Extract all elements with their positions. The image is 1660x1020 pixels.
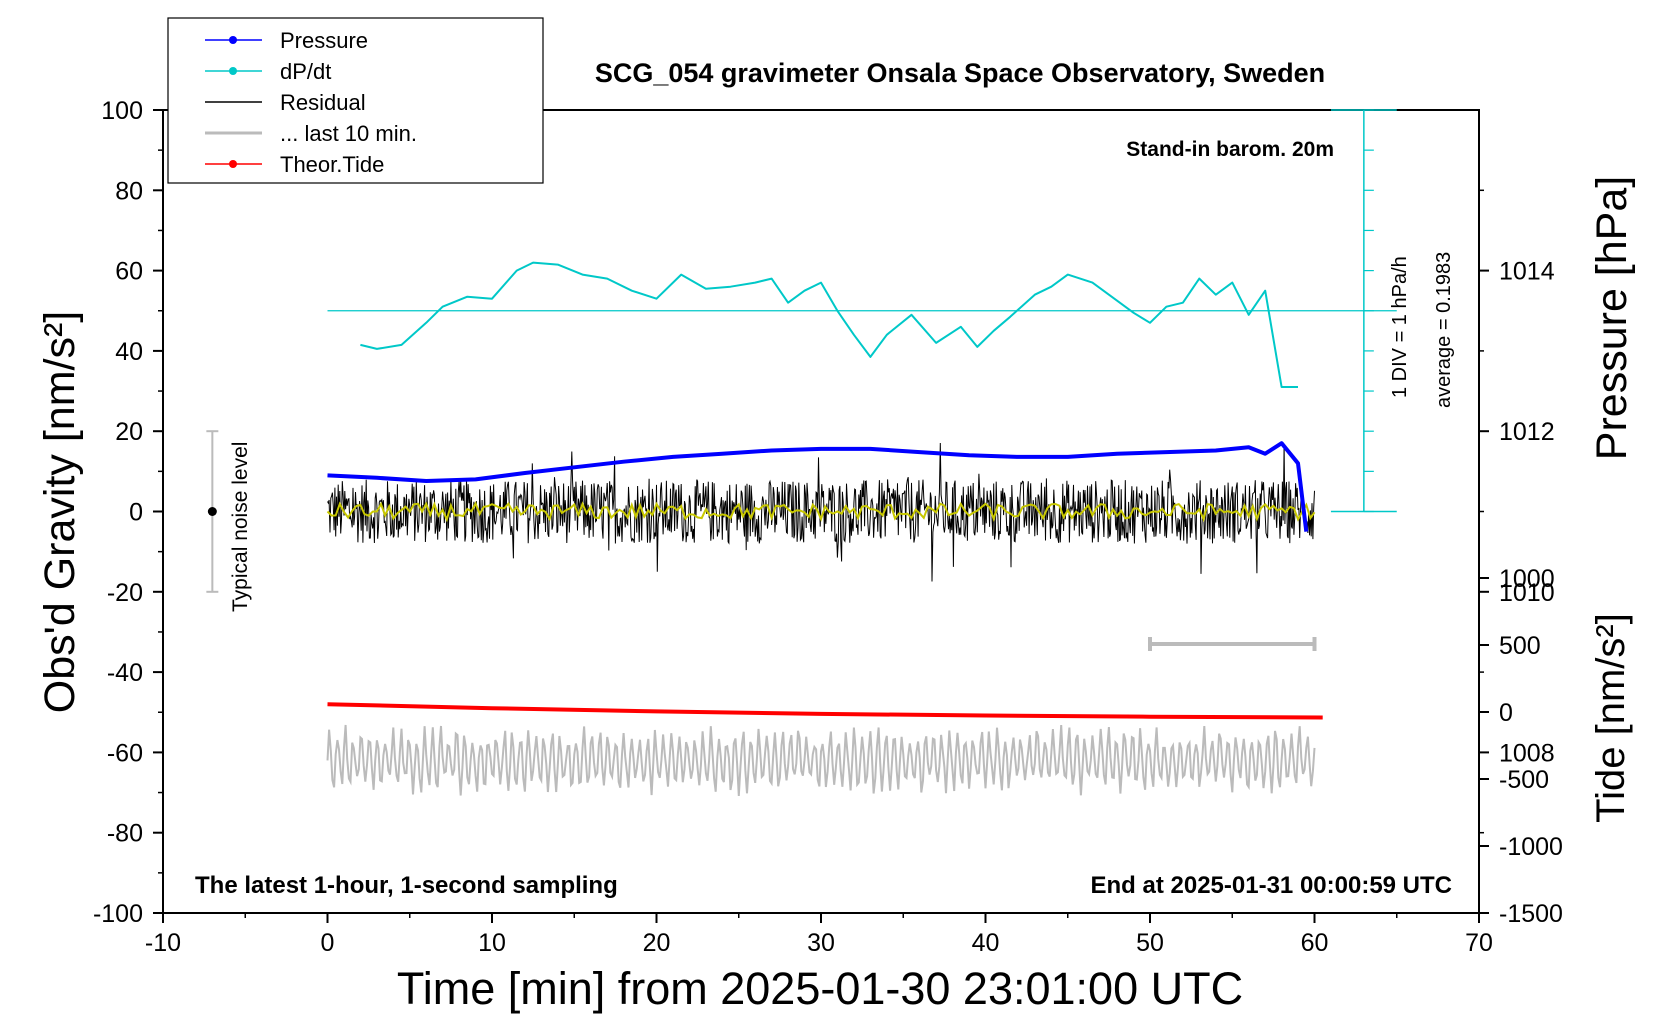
last10-line <box>326 724 1316 796</box>
legend-label: Pressure <box>280 28 368 53</box>
legend-label: ... last 10 min. <box>280 121 417 146</box>
x-tick-label: 10 <box>478 929 506 957</box>
y-axis-tide-title: Tide [nm/s²] <box>1589 613 1633 823</box>
last10-span-marker <box>1148 636 1317 651</box>
x-tick-label: 0 <box>321 929 335 957</box>
y-tick-label: 0 <box>129 499 143 527</box>
x-tick-label: 50 <box>1136 929 1164 957</box>
y-axis-pressure-title: Pressure [hPa] <box>1588 176 1636 460</box>
y-tick-label: -20 <box>107 579 143 607</box>
legend-label: Theor.Tide <box>280 152 384 177</box>
x-tick-label: -10 <box>145 929 181 957</box>
y-axis-tide: 1000 500 0 -500 -1000 -1500 <box>1479 565 1563 928</box>
legend-marker <box>229 160 237 168</box>
tide-tick-label: 0 <box>1499 699 1513 727</box>
tide-tick-label: -1500 <box>1499 900 1563 928</box>
y-tick-label: 60 <box>115 258 143 286</box>
dpdt-line <box>360 261 1298 388</box>
tide-line <box>327 702 1323 720</box>
bottom-right-note: End at 2025-01-31 00:00:59 UTC <box>1091 872 1453 899</box>
y-tick-label: 40 <box>115 338 143 366</box>
tide-tick-label: 1000 <box>1499 565 1555 593</box>
y-tick-label: -80 <box>107 820 143 848</box>
series-layer <box>326 261 1323 796</box>
pressure-tick-label: 1012 <box>1499 418 1555 446</box>
x-tick-label: 70 <box>1465 929 1493 957</box>
noise-bar-center <box>207 507 217 516</box>
y-axis-left-title: Obs'd Gravity [nm/s²] <box>36 311 84 713</box>
x-axis: -10 0 10 20 30 40 50 60 70 <box>145 913 1493 957</box>
x-axis-title: Time [min] from 2025-01-30 23:01:00 UTC <box>397 963 1243 1014</box>
average-label: average = 0.1983 <box>1433 252 1455 408</box>
noise-label: Typical noise level <box>229 442 252 612</box>
y-tick-label: 100 <box>101 97 143 125</box>
x-tick-label: 40 <box>972 929 1000 957</box>
barometer-label: Stand-in barom. 20m <box>1126 138 1334 161</box>
pressure-tick-label: 1014 <box>1499 258 1555 286</box>
x-tick-label: 30 <box>807 929 835 957</box>
div-label: 1 DIV = 1 hPa/h <box>1389 256 1411 398</box>
y-tick-label: 80 <box>115 177 143 205</box>
y-axis-pressure: 1014 1012 1010 1008 <box>1479 189 1555 834</box>
x-tick-label: 60 <box>1301 929 1329 957</box>
residual-line <box>327 442 1315 582</box>
bottom-left-note: The latest 1-hour, 1-second sampling <box>195 872 618 899</box>
y-axis-left: 100 80 60 40 20 0 -20 -40 -60 -80 -100 <box>93 97 163 928</box>
legend: Pressure dP/dt Residual ... last 10 min. The… <box>167 17 544 184</box>
tide-tick-label: -500 <box>1499 766 1549 794</box>
tide-tick-label: -1000 <box>1499 833 1563 861</box>
chart-title: SCG_054 gravimeter Onsala Space Observat… <box>595 58 1325 88</box>
legend-label: dP/dt <box>280 59 331 84</box>
tide-tick-label: 500 <box>1499 632 1541 660</box>
legend-label: Residual <box>280 90 366 115</box>
y-tick-label: -100 <box>93 900 143 928</box>
residual-smoothed-line <box>326 501 1316 523</box>
y-tick-label: 20 <box>115 418 143 446</box>
pressure-line <box>327 441 1309 532</box>
y-tick-label: -40 <box>107 659 143 687</box>
pressure-tick-label: 1010 <box>1499 579 1555 607</box>
y-tick-label: -60 <box>107 739 143 767</box>
legend-box <box>167 17 544 184</box>
pressure-tick-label: 1008 <box>1499 739 1555 767</box>
legend-marker <box>229 36 237 44</box>
noise-bar <box>206 430 219 593</box>
legend-marker <box>229 67 237 75</box>
dpdt-scale-bar <box>327 109 1397 513</box>
x-tick-label: 20 <box>643 929 671 957</box>
